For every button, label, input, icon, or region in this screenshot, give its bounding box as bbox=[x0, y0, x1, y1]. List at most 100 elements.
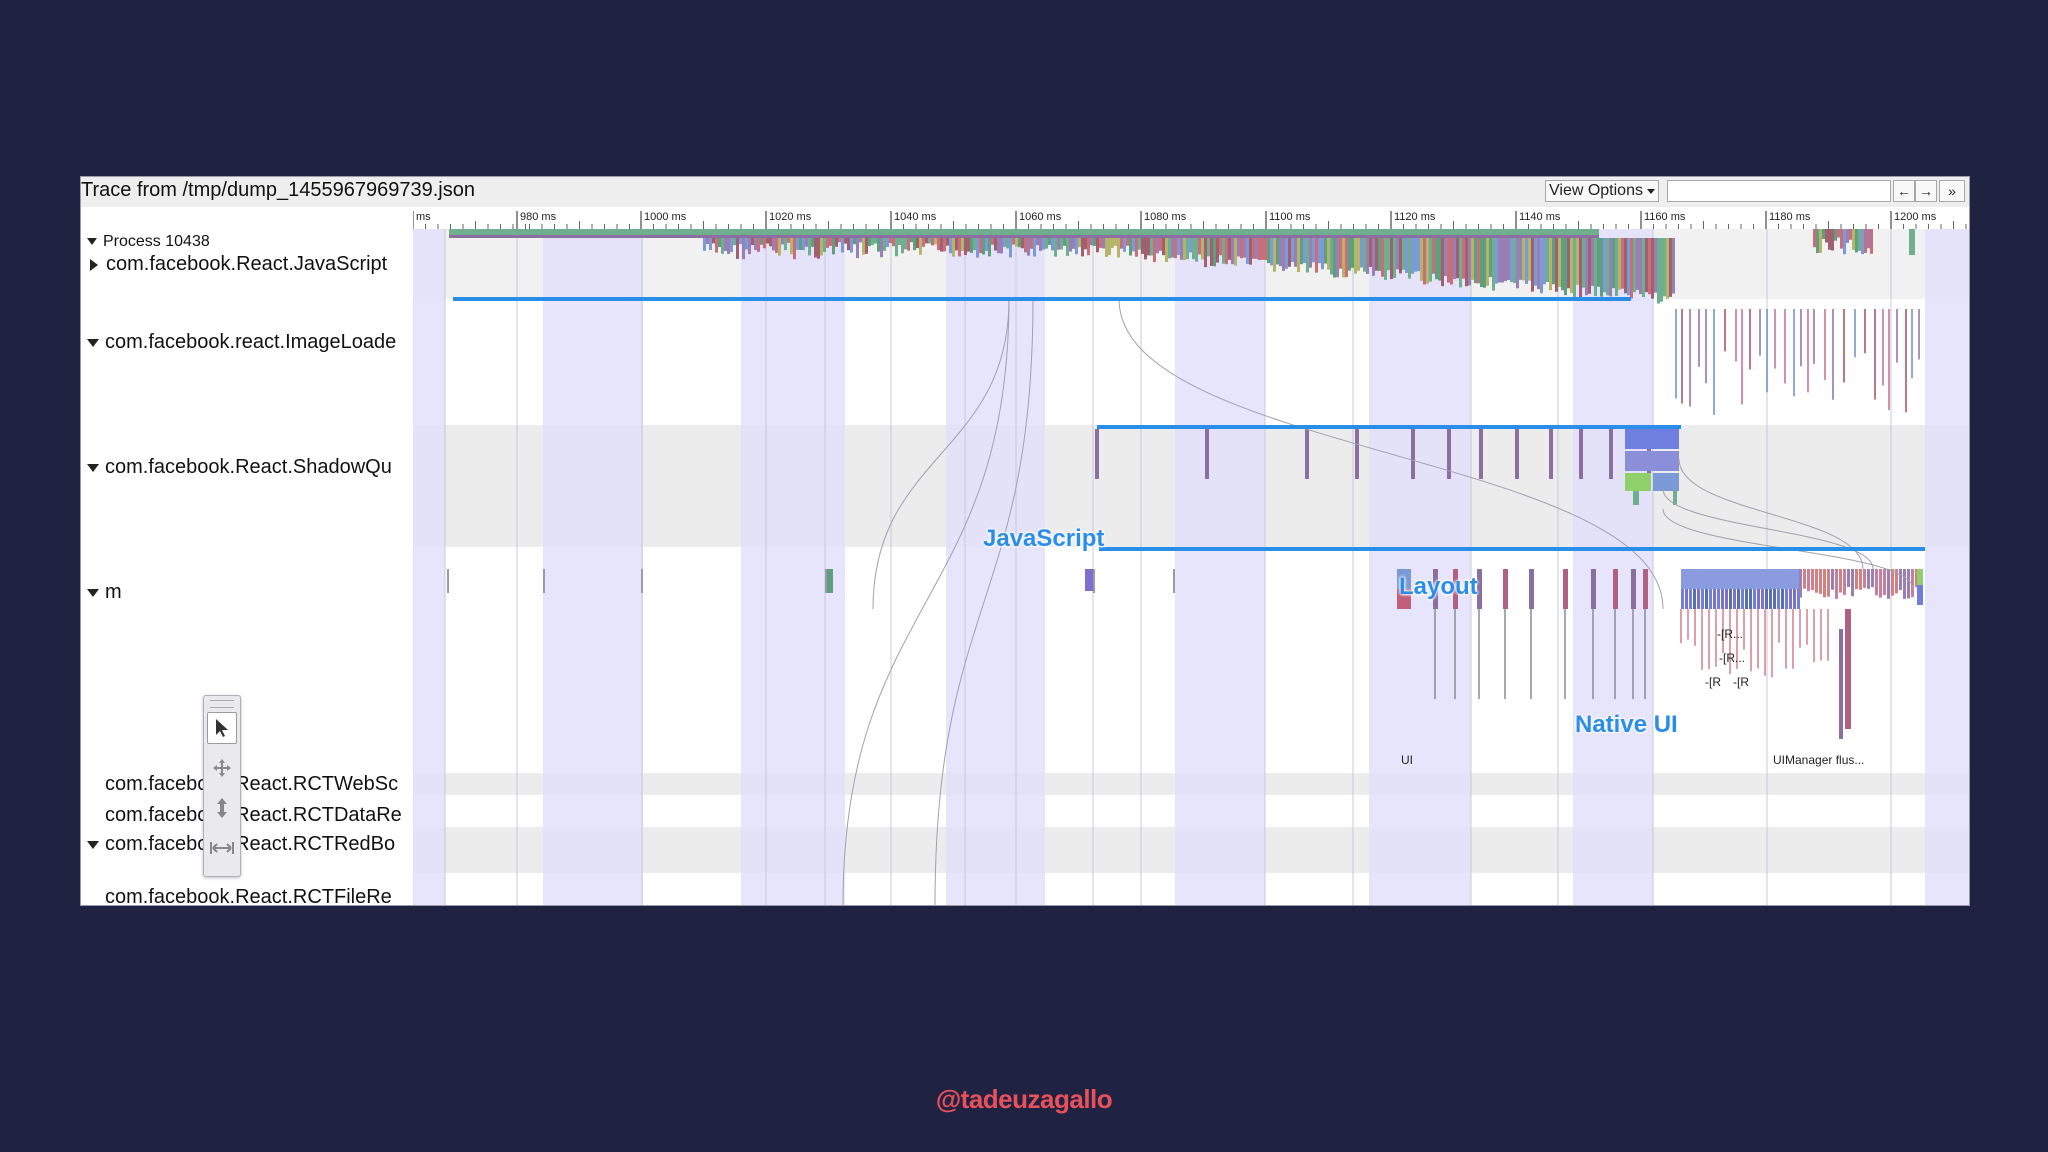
main-slice-label[interactable]: UIManager flus... bbox=[1773, 753, 1865, 767]
track-label-text: com.facebook.react.ImageLoade bbox=[105, 331, 397, 353]
js-flame-slice bbox=[1126, 238, 1129, 246]
shadow-block bbox=[1625, 429, 1679, 449]
timing-tool-icon[interactable] bbox=[207, 832, 237, 864]
js-flame-slice bbox=[1012, 238, 1015, 245]
shadow-slice bbox=[1355, 429, 1359, 479]
main-slice bbox=[1681, 589, 1684, 609]
time-ruler[interactable]: ms 980 ms 1000 ms 1020 ms 1040 ms 1060 ms 1080… bbox=[81, 207, 1969, 230]
view-options-button[interactable]: View Options bbox=[1545, 180, 1659, 202]
expand-triangle-icon bbox=[87, 463, 99, 472]
js-flame-slice bbox=[1462, 238, 1465, 279]
js-flame-slice bbox=[1177, 238, 1180, 255]
track-label[interactable]: com.facebook.React.JavaScript bbox=[87, 253, 413, 276]
js-flame-slice bbox=[829, 238, 832, 246]
main-slice bbox=[1753, 589, 1756, 609]
js-flame-slice bbox=[778, 238, 781, 256]
main-slice bbox=[1831, 569, 1834, 590]
time-highlight-band bbox=[413, 229, 445, 905]
expand-triangle-icon bbox=[87, 238, 97, 246]
js-flame-slice bbox=[1189, 238, 1192, 253]
image-loader-slice bbox=[1896, 309, 1898, 363]
js-flame-slice bbox=[1198, 238, 1201, 255]
js-flame-slice bbox=[826, 238, 829, 248]
track-label[interactable]: com.facebook.React.RCTFileRe bbox=[105, 886, 413, 905]
js-flame-slice bbox=[1909, 229, 1915, 255]
js-flame-slice bbox=[901, 238, 904, 254]
shadow-slice-label[interactable]: -[R bbox=[1733, 675, 1749, 689]
js-flame-slice bbox=[1027, 238, 1030, 256]
js-flame-slice bbox=[1138, 238, 1141, 250]
js-flame-slice bbox=[1816, 229, 1819, 254]
shadow-slice-label[interactable]: -[R... bbox=[1719, 651, 1745, 665]
main-slice-label[interactable]: UI bbox=[1401, 753, 1413, 767]
main-slice bbox=[1713, 589, 1716, 609]
shadow-slice bbox=[1515, 429, 1519, 479]
expand-triangle-icon bbox=[87, 588, 99, 597]
search-input[interactable] bbox=[1667, 180, 1891, 202]
ruler-tick-label: 1160 ms bbox=[1644, 211, 1686, 223]
track-label-text: com.facebook.React.ShadowQu bbox=[105, 456, 392, 478]
js-flame-slice bbox=[1237, 238, 1240, 257]
js-flame-slice bbox=[1870, 229, 1873, 254]
main-slice bbox=[1819, 569, 1822, 594]
track-label[interactable]: com.facebook.react.ImageLoade bbox=[87, 331, 413, 354]
js-flame-slice bbox=[1252, 238, 1255, 259]
js-flame-slice bbox=[1180, 238, 1183, 260]
js-flame-slice bbox=[772, 238, 775, 251]
main-slice-deep bbox=[1839, 629, 1843, 739]
js-flame-slice bbox=[847, 238, 850, 251]
js-flame-slice bbox=[892, 238, 895, 247]
js-flame-slice bbox=[709, 238, 712, 250]
js-flame-slice bbox=[724, 238, 727, 251]
shadow-slice-label[interactable]: -[R... bbox=[1717, 627, 1743, 641]
js-flame-slice bbox=[1822, 229, 1825, 239]
js-flame-slice bbox=[1543, 238, 1546, 285]
main-slice bbox=[1693, 589, 1696, 609]
zoom-tool-icon[interactable] bbox=[207, 792, 237, 824]
track-label[interactable]: com.facebook.React.RCTWebSc bbox=[105, 773, 413, 796]
js-flame-slice bbox=[1645, 238, 1648, 293]
image-loader-slice bbox=[1681, 309, 1683, 404]
track-label[interactable]: com.facebook.React.ShadowQu bbox=[87, 456, 413, 479]
js-flame-slice bbox=[1048, 238, 1051, 245]
js-flame-slice bbox=[1399, 238, 1402, 274]
main-slice bbox=[1797, 589, 1800, 609]
js-flame-slice bbox=[1363, 238, 1366, 272]
main-slice bbox=[1697, 589, 1700, 609]
track-label[interactable]: com.facebook.React.RCTDataRe bbox=[105, 804, 413, 827]
shadow-slice-label[interactable]: -[R bbox=[1705, 675, 1721, 689]
js-flame-slice bbox=[1228, 238, 1231, 260]
drag-handle[interactable] bbox=[210, 700, 234, 708]
main-slice bbox=[1725, 589, 1728, 609]
track-label[interactable]: m bbox=[87, 581, 413, 604]
main-slice bbox=[1847, 569, 1850, 588]
process-header[interactable]: Process 10438 bbox=[87, 233, 210, 251]
track-label[interactable]: com.facebook.React.RCTRedBo bbox=[87, 833, 413, 856]
js-flame-slice bbox=[1192, 238, 1195, 260]
mouse-mode-toolbar[interactable] bbox=[203, 695, 241, 877]
js-flame-slice bbox=[955, 238, 958, 251]
js-flame-slice bbox=[742, 238, 745, 260]
js-flame-slice bbox=[1384, 238, 1387, 280]
js-flame-slice bbox=[1660, 238, 1663, 302]
next-button[interactable]: → bbox=[1915, 180, 1937, 202]
image-loader-slice bbox=[1911, 309, 1913, 379]
arrow-right-icon: → bbox=[1919, 183, 1933, 199]
pan-tool-icon[interactable] bbox=[207, 752, 237, 784]
js-flame-slice bbox=[820, 238, 823, 256]
js-flame-slice bbox=[889, 238, 892, 244]
track-label-text: com.facebook.React.RCTDataRe bbox=[105, 804, 402, 826]
main-slice bbox=[1761, 589, 1764, 609]
js-flame-slice bbox=[727, 238, 730, 255]
selection-tool-icon[interactable] bbox=[207, 712, 237, 744]
js-flame-slice bbox=[1834, 229, 1837, 241]
js-flame-slice bbox=[1513, 238, 1516, 284]
js-flame-slice bbox=[1843, 229, 1846, 255]
js-flame-slice bbox=[1459, 238, 1462, 288]
js-flame-slice bbox=[1000, 238, 1003, 254]
main-slice bbox=[1781, 589, 1784, 609]
more-button[interactable]: » bbox=[1939, 180, 1965, 202]
js-flame-slice bbox=[781, 238, 784, 245]
tracks-area[interactable]: JavaScript Layout Native UI -[R... -[R..… bbox=[413, 229, 1969, 905]
prev-button[interactable]: ← bbox=[1893, 180, 1915, 202]
